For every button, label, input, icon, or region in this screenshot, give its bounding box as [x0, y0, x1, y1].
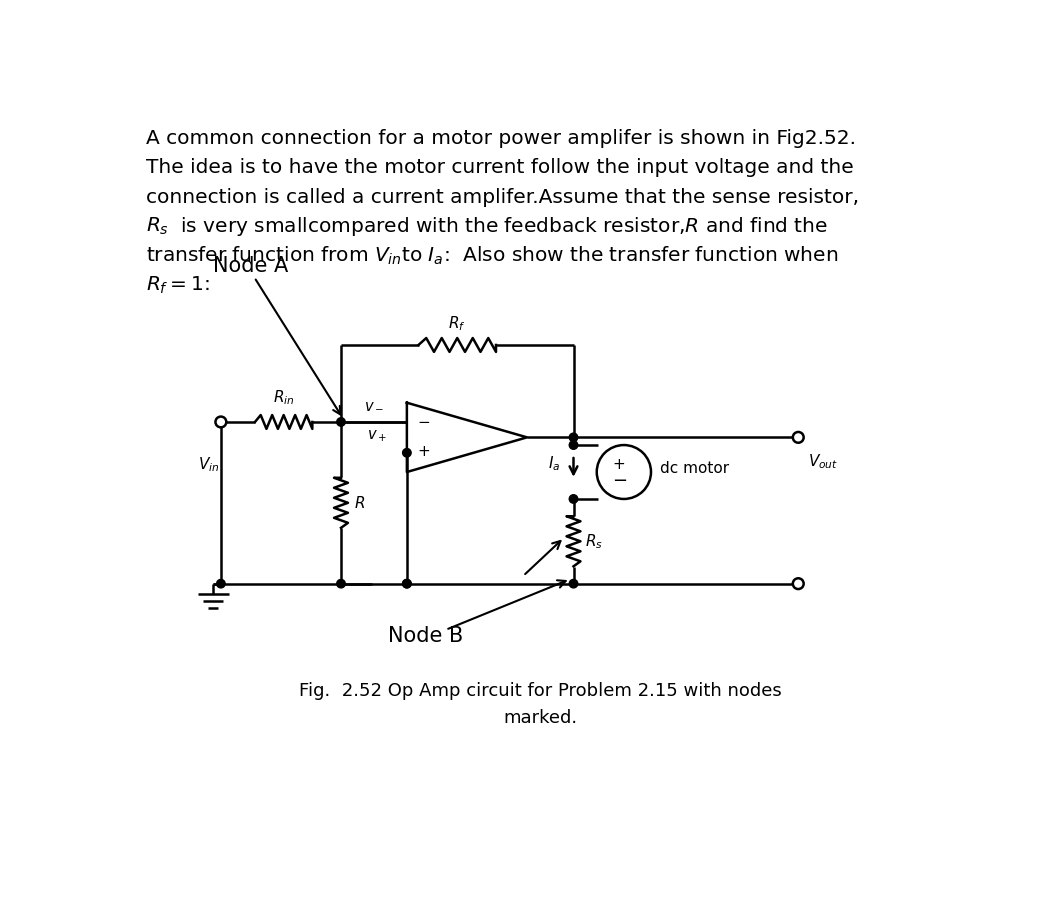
Text: Fig.  2.52 Op Amp circuit for Problem 2.15 with nodes: Fig. 2.52 Op Amp circuit for Problem 2.1…	[298, 683, 782, 700]
Text: dc motor: dc motor	[660, 461, 729, 477]
Circle shape	[569, 441, 578, 449]
Circle shape	[403, 448, 411, 457]
Circle shape	[597, 445, 651, 499]
Circle shape	[403, 579, 411, 588]
Text: The idea is to have the motor current follow the input voltage and the: The idea is to have the motor current fo…	[145, 158, 854, 177]
Text: connection is called a current amplifer.​Assume that the sense resistor,: connection is called a current amplifer.…	[145, 188, 859, 207]
Text: −: −	[611, 472, 627, 491]
Text: $R_f$: $R_f$	[448, 314, 466, 333]
Text: $V_{out}$: $V_{out}$	[807, 453, 838, 471]
Circle shape	[569, 579, 578, 588]
Text: $R_s$: $R_s$	[145, 215, 169, 237]
Text: $+$: $+$	[417, 444, 430, 458]
Text: $R_f = 1$:: $R_f = 1$:	[145, 274, 209, 296]
Text: A common connection for a motor power amplifer is shown in Fig2.52.: A common connection for a motor power am…	[145, 129, 856, 148]
Text: is very small​compared with the feedback resistor,​$R$ and find the: is very small​compared with the feedback…	[174, 215, 828, 237]
Text: $I_a$: $I_a$	[548, 455, 561, 473]
Text: transfer function from $V_{in}$​to $I_a$:  Also show the transfer function when: transfer function from $V_{in}$​to $I_a$…	[145, 245, 838, 267]
Text: Node B: Node B	[388, 626, 463, 646]
Circle shape	[336, 579, 346, 588]
Circle shape	[336, 418, 346, 426]
Circle shape	[793, 578, 803, 590]
Circle shape	[403, 579, 411, 588]
Circle shape	[793, 432, 803, 443]
Circle shape	[215, 417, 227, 427]
Circle shape	[569, 433, 578, 442]
Text: $R$: $R$	[354, 495, 366, 511]
Text: $R_s$: $R_s$	[585, 532, 603, 551]
Text: $v_+$: $v_+$	[367, 428, 387, 444]
Text: $V_{in}$: $V_{in}$	[198, 455, 219, 474]
Text: $R_{in}$: $R_{in}$	[273, 389, 294, 407]
Text: Node A: Node A	[213, 256, 289, 275]
Text: marked.: marked.	[503, 710, 578, 727]
Text: +: +	[612, 456, 626, 472]
Circle shape	[217, 579, 226, 588]
Text: $-$: $-$	[417, 413, 430, 428]
Circle shape	[569, 494, 578, 504]
Text: $v_-$: $v_-$	[365, 397, 385, 412]
